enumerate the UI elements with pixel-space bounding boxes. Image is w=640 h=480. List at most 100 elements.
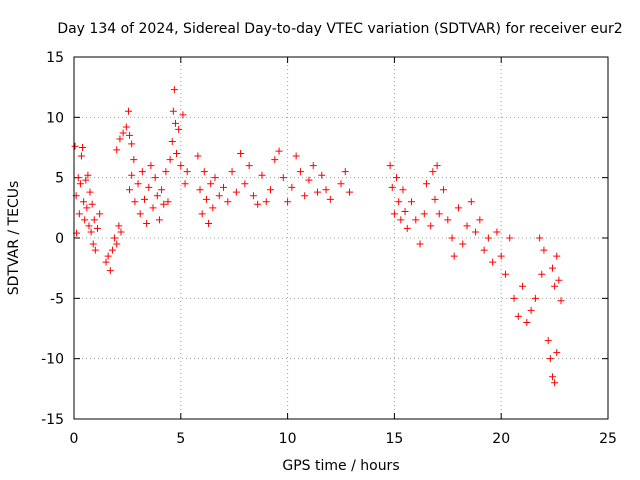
data-point — [555, 276, 563, 284]
data-point — [341, 168, 349, 176]
data-point — [96, 210, 104, 218]
data-point — [476, 216, 484, 224]
data-point — [506, 234, 514, 242]
data-point — [346, 188, 354, 196]
plot-frame — [73, 56, 609, 420]
data-point — [459, 240, 467, 248]
data-point — [557, 297, 565, 305]
data-point — [386, 162, 394, 170]
data-point — [169, 107, 177, 115]
data-point — [548, 264, 556, 272]
x-tick-label: 10 — [279, 431, 297, 447]
data-point — [211, 174, 219, 182]
data-point — [126, 131, 134, 139]
data-point — [198, 210, 206, 218]
data-point — [175, 125, 183, 133]
data-point — [220, 183, 228, 191]
data-point — [401, 207, 409, 215]
data-point — [288, 183, 296, 191]
data-point — [86, 188, 94, 196]
data-point — [194, 152, 202, 160]
data-point — [205, 220, 213, 228]
data-point — [131, 198, 139, 206]
data-point — [553, 349, 561, 357]
data-point — [395, 198, 403, 206]
data-point — [514, 312, 522, 320]
x-tick-label: 20 — [492, 431, 510, 447]
data-point — [232, 188, 240, 196]
data-point — [128, 171, 136, 179]
data-point — [93, 224, 101, 232]
data-point — [74, 174, 82, 182]
data-point — [407, 198, 415, 206]
data-point — [153, 192, 161, 200]
data-point — [450, 252, 458, 260]
data-point — [420, 210, 428, 218]
data-point — [393, 174, 401, 182]
data-point — [106, 267, 114, 275]
data-point — [147, 162, 155, 170]
data-point — [76, 180, 84, 188]
data-point — [435, 210, 443, 218]
data-point — [113, 146, 121, 154]
data-point — [275, 147, 283, 155]
data-point — [160, 200, 168, 208]
data-point — [258, 171, 266, 179]
data-point — [196, 186, 204, 194]
data-point — [91, 246, 99, 254]
data-point — [531, 294, 539, 302]
data-point — [104, 252, 112, 260]
data-point — [388, 183, 396, 191]
x-tick-label: 5 — [176, 431, 185, 447]
data-point — [301, 192, 309, 200]
data-point — [88, 200, 96, 208]
data-point — [254, 200, 262, 208]
y-tick-label: -15 — [41, 412, 64, 428]
data-point — [527, 306, 535, 314]
data-point — [207, 180, 215, 188]
data-point — [540, 246, 548, 254]
data-point — [296, 168, 304, 176]
data-point — [84, 171, 92, 179]
data-point — [87, 228, 95, 236]
data-point — [138, 168, 146, 176]
data-point — [279, 174, 287, 182]
data-point — [143, 220, 151, 228]
y-tick-label: -10 — [41, 352, 64, 368]
data-point — [140, 195, 148, 203]
data-point — [241, 180, 249, 188]
data-point — [489, 258, 497, 266]
data-point — [551, 282, 559, 290]
data-point — [433, 162, 441, 170]
data-point — [484, 234, 492, 242]
data-point — [158, 186, 166, 194]
data-point — [519, 282, 527, 290]
data-point — [284, 198, 292, 206]
data-point — [480, 246, 488, 254]
data-point — [271, 156, 279, 164]
data-point — [155, 216, 163, 224]
data-point — [427, 222, 435, 230]
y-axis-title: SDTVAR / TECUs — [6, 181, 22, 296]
data-point — [124, 107, 132, 115]
data-point — [164, 198, 172, 206]
data-point — [326, 195, 334, 203]
data-point — [399, 186, 407, 194]
data-point — [322, 186, 330, 194]
data-point — [548, 373, 556, 381]
data-point — [314, 188, 322, 196]
data-point — [209, 204, 217, 212]
data-point — [390, 210, 398, 218]
data-point — [116, 135, 124, 143]
data-point — [497, 252, 505, 260]
data-point — [183, 168, 191, 176]
data-point — [444, 216, 452, 224]
y-tick-label: 10 — [46, 110, 64, 126]
data-point — [113, 240, 121, 248]
y-tick-label: 15 — [46, 50, 64, 66]
data-point — [181, 180, 189, 188]
data-point — [117, 228, 125, 236]
data-point — [422, 180, 430, 188]
data-point — [115, 222, 123, 230]
